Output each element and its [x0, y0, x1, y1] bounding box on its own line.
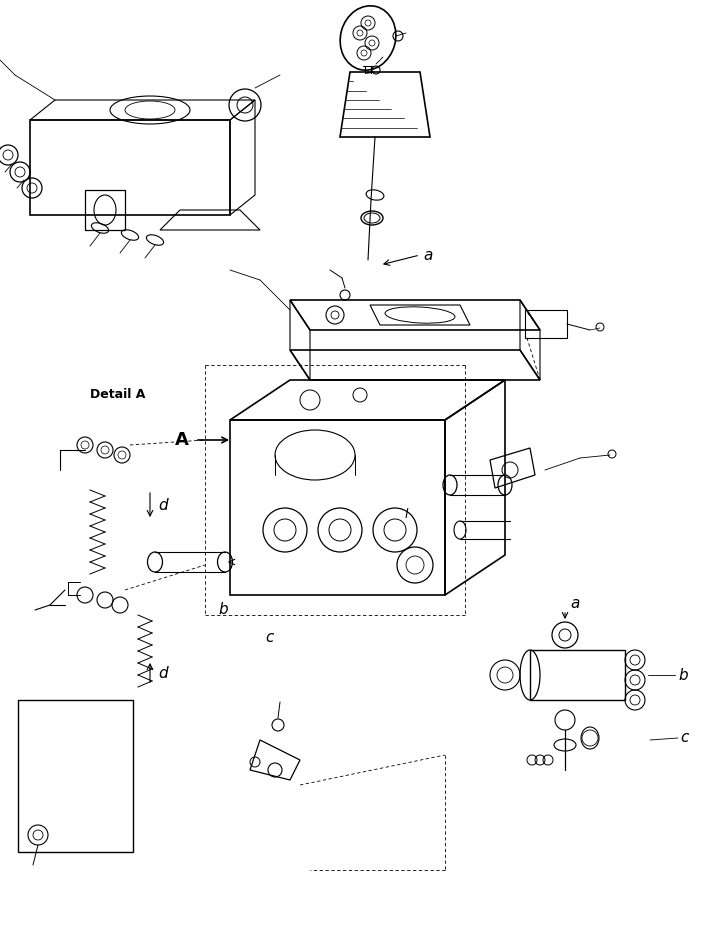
Text: d: d [158, 497, 168, 512]
Bar [18, 700, 133, 852]
Bar [530, 650, 625, 700]
Text: b: b [678, 668, 687, 683]
Text: b: b [218, 603, 228, 618]
Text: c: c [680, 730, 688, 745]
Text: l: l [405, 509, 409, 522]
Text: Detail A: Detail A [90, 388, 145, 401]
Text: c: c [265, 630, 273, 645]
Text: a: a [423, 248, 433, 263]
Text: A: A [175, 431, 189, 449]
Bar [230, 420, 445, 595]
Text: d: d [158, 665, 168, 680]
Text: a: a [570, 595, 579, 610]
Bar [525, 310, 567, 338]
